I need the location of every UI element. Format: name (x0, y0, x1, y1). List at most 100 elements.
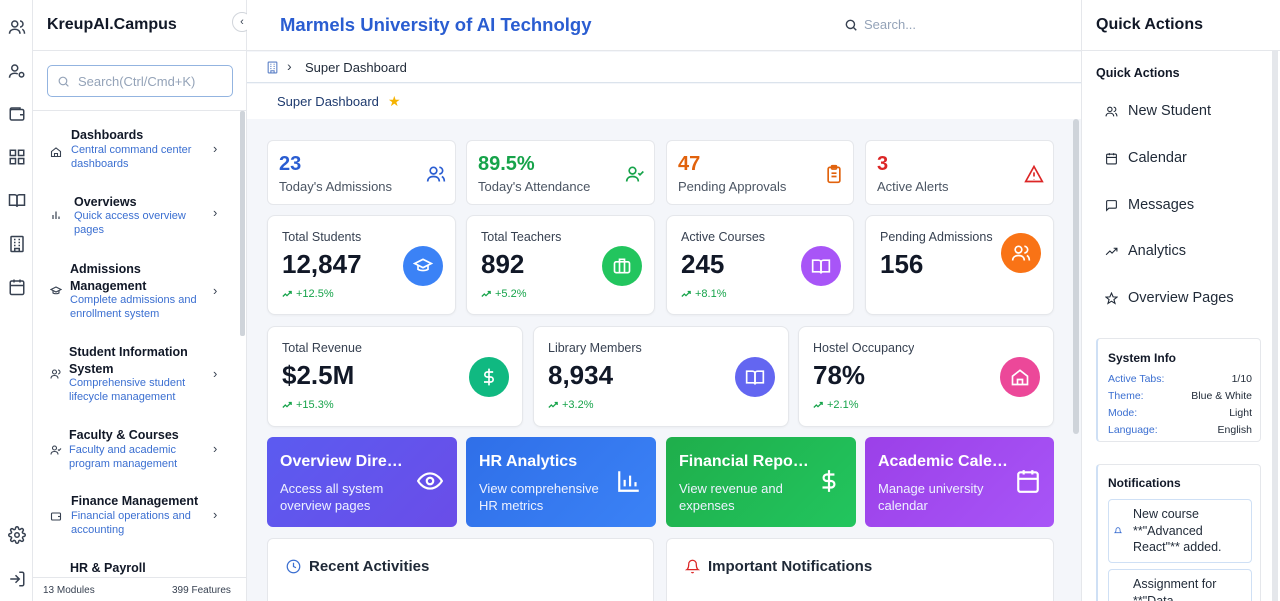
right-panel-scrollbar[interactable] (1272, 51, 1278, 601)
stat-value: 8,934 (548, 360, 614, 390)
sidebar-search-placeholder: Search(Ctrl/Cmd+K) (78, 73, 196, 89)
header-search-input[interactable]: Search... (844, 17, 916, 32)
sidebar-scrollbar[interactable] (240, 111, 245, 336)
eye-icon (417, 468, 443, 494)
clipboard-icon (824, 164, 844, 184)
calendar-icon[interactable] (8, 278, 26, 296)
system-info-value: Light (1229, 407, 1252, 419)
stat-value: 78% (813, 360, 866, 390)
trend-value: +15.3% (296, 399, 334, 411)
notification-item[interactable]: New course **"Advanced React"** added. (1108, 499, 1252, 563)
tile-overview-directory[interactable]: Overview Directory Access all system ove… (267, 437, 457, 527)
users-icon[interactable] (8, 18, 26, 36)
sidebar-item-hr-payroll[interactable]: HR & Payroll (33, 560, 239, 577)
stat-value: 245 (681, 249, 725, 279)
stat-label: Total Revenue (282, 341, 362, 355)
divider (1082, 50, 1280, 51)
tile-desc: View revenue and expenses (679, 481, 783, 513)
bar-chart-icon (50, 209, 62, 221)
tile-hr-analytics[interactable]: HR Analytics View comprehensive HR metri… (466, 437, 656, 527)
book-open-icon[interactable] (8, 191, 26, 209)
stat-card-pending-admissions[interactable]: Pending Admissions 156 (865, 215, 1054, 315)
graduation-cap-icon (50, 285, 62, 297)
features-count: 399 Features (172, 585, 231, 596)
stat-label: Pending Approvals (678, 179, 787, 194)
gear-icon[interactable] (8, 526, 26, 544)
sidebar-item-student-information[interactable]: Student Information System Comprehensive… (33, 344, 239, 406)
quick-actions-panel: Quick Actions Quick Actions New Student … (1081, 0, 1280, 601)
quick-action-messages[interactable]: Messages (1105, 197, 1194, 213)
tile-title: Financial Reports (679, 453, 809, 470)
icon-rail (0, 0, 33, 601)
trending-up-icon (481, 290, 491, 297)
notifications-card: Notifications New course **"Advanced Rea… (1096, 464, 1261, 601)
page-header: Super Dashboard ★ (247, 84, 1081, 119)
building-icon[interactable] (8, 235, 26, 253)
trending-up-icon (681, 290, 691, 297)
clock-icon (286, 559, 301, 574)
logout-icon[interactable] (8, 570, 26, 588)
sidebar-item-overviews[interactable]: Overviews Quick access overview pages › (33, 194, 239, 239)
quick-action-analytics[interactable]: Analytics (1105, 243, 1186, 259)
sidebar-item-faculty-courses[interactable]: Faculty & Courses Faculty and academic p… (33, 427, 239, 477)
sidebar-item-finance[interactable]: Finance Management Financial operations … (33, 493, 239, 543)
dollar-icon (469, 357, 509, 397)
breadcrumb-current: Super Dashboard (305, 60, 407, 75)
building-icon[interactable] (266, 61, 279, 74)
sidebar-search-input[interactable]: Search(Ctrl/Cmd+K) (47, 65, 233, 97)
stat-card-library-members[interactable]: Library Members 8,934 +3.2% (533, 326, 789, 427)
calendar-icon (1015, 468, 1041, 494)
system-info-card: System Info Active Tabs: 1/10 Theme: Blu… (1096, 338, 1261, 442)
users-icon (1105, 106, 1118, 116)
main-scrollbar[interactable] (1073, 119, 1079, 434)
stat-card-approvals[interactable]: 47 Pending Approvals (666, 140, 854, 205)
book-icon (801, 246, 841, 286)
notification-item[interactable]: Assignment for **"Data (1108, 569, 1252, 601)
sidebar-item-desc: Quick access overview pages (74, 210, 186, 236)
user-settings-icon[interactable] (8, 62, 26, 80)
sidebar-item-desc: Financial operations and accounting (71, 510, 191, 536)
divider (33, 110, 246, 111)
quick-action-label: Calendar (1128, 150, 1187, 166)
quick-action-calendar[interactable]: Calendar (1105, 150, 1187, 166)
stat-label: Total Teachers (481, 230, 562, 244)
stat-card-admissions[interactable]: 23 Today's Admissions (267, 140, 456, 205)
tile-financial-reports[interactable]: Financial Reports View revenue and expen… (666, 437, 856, 527)
stat-card-total-teachers[interactable]: Total Teachers 892 +5.2% (466, 215, 655, 315)
grid-icon[interactable] (8, 148, 26, 166)
stat-card-total-revenue[interactable]: Total Revenue $2.5M +15.3% (267, 326, 523, 427)
trending-up-icon (282, 401, 292, 408)
book-icon (735, 357, 775, 397)
user-check-icon (50, 444, 62, 456)
header-search-placeholder: Search... (864, 17, 917, 32)
chevron-right-icon: › (213, 441, 218, 456)
bar-chart-icon (616, 468, 642, 494)
stat-card-active-courses[interactable]: Active Courses 245 +8.1% (666, 215, 854, 315)
wallet-icon[interactable] (8, 105, 26, 123)
search-icon (845, 19, 857, 31)
recent-activities-panel: Recent Activities (267, 538, 654, 601)
stat-card-attendance[interactable]: 89.5% Today's Attendance (466, 140, 655, 205)
system-info-value: English (1217, 424, 1252, 436)
tile-academic-calendar[interactable]: Academic Calendar Manage university cale… (865, 437, 1054, 527)
stat-label: Library Members (548, 341, 642, 355)
stat-card-hostel-occupancy[interactable]: Hostel Occupancy 78% +2.1% (798, 326, 1054, 427)
trend-value: +3.2% (562, 399, 594, 411)
quick-action-overview-pages[interactable]: Overview Pages (1105, 290, 1234, 306)
quick-actions-title: Quick Actions (1096, 16, 1203, 33)
trend: +15.3% (282, 399, 334, 411)
sidebar-item-title: Finance Management (71, 494, 199, 508)
stat-card-alerts[interactable]: 3 Active Alerts (865, 140, 1054, 205)
chevron-right-icon: › (213, 507, 218, 522)
quick-action-new-student[interactable]: New Student (1105, 103, 1211, 119)
notification-text: New course **"Advanced React"** added. (1133, 507, 1222, 554)
stat-card-total-students[interactable]: Total Students 12,847 +12.5% (267, 215, 456, 315)
sidebar-item-title: HR & Payroll (70, 561, 146, 575)
sidebar-item-admissions[interactable]: Admissions Management Complete admission… (33, 261, 239, 323)
system-info-key: Mode: (1108, 407, 1138, 419)
calendar-icon (1106, 152, 1117, 164)
trending-up-icon (282, 290, 292, 297)
sidebar-item-dashboards[interactable]: Dashboards Central command center dashbo… (33, 127, 239, 177)
favorite-star-icon[interactable]: ★ (388, 93, 401, 109)
university-name: Marmels University of AI Technolgy (280, 14, 592, 35)
